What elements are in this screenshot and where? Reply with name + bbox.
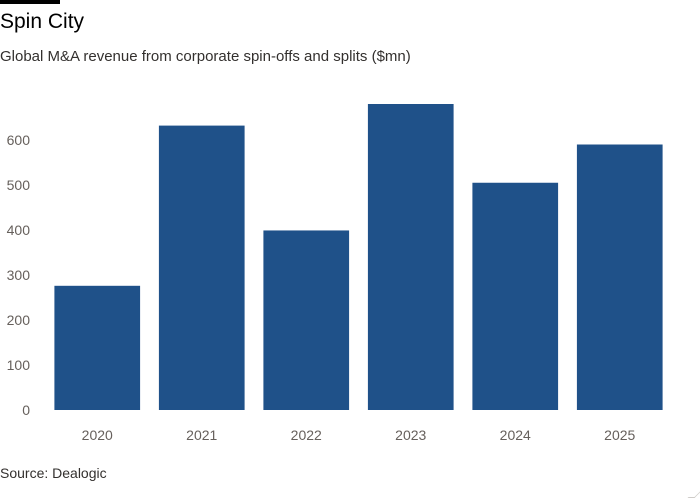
chart-subtitle: Global M&A revenue from corporate spin-o… — [0, 48, 411, 65]
y-tick-label: 400 — [7, 222, 31, 238]
y-tick-label: 100 — [7, 357, 31, 373]
header-rule — [0, 0, 60, 4]
x-tick-label: 2021 — [186, 427, 217, 443]
x-tick-label: 2024 — [500, 427, 531, 443]
chart-title: Spin City — [0, 10, 85, 33]
bars — [54, 104, 663, 410]
y-axis-ticks: 0 100 200 300 400 500 600 — [7, 132, 31, 418]
bar-2020 — [54, 285, 141, 410]
bar-chart: 0 100 200 300 400 500 600 2020 2021 2022 2023 2024… — [7, 104, 663, 443]
y-tick-label: 500 — [7, 177, 31, 193]
x-tick-label: 2025 — [604, 427, 635, 443]
bar-2023 — [367, 104, 454, 410]
x-tick-label: 2022 — [291, 427, 322, 443]
x-axis-ticks: 2020 2021 2022 2023 2024 2025 — [82, 427, 636, 443]
source-note: Source: Dealogic — [0, 465, 107, 481]
y-tick-label: 600 — [7, 132, 31, 148]
bar-2025 — [576, 144, 663, 410]
y-tick-label: 300 — [7, 267, 31, 283]
bar-2022 — [263, 230, 350, 410]
bar-2021 — [158, 125, 245, 410]
bar-2024 — [472, 182, 559, 410]
y-tick-label: 200 — [7, 312, 31, 328]
resize-grip-icon — [687, 491, 700, 498]
x-tick-label: 2020 — [82, 427, 113, 443]
y-tick-label: 0 — [22, 402, 30, 418]
x-tick-label: 2023 — [395, 427, 426, 443]
